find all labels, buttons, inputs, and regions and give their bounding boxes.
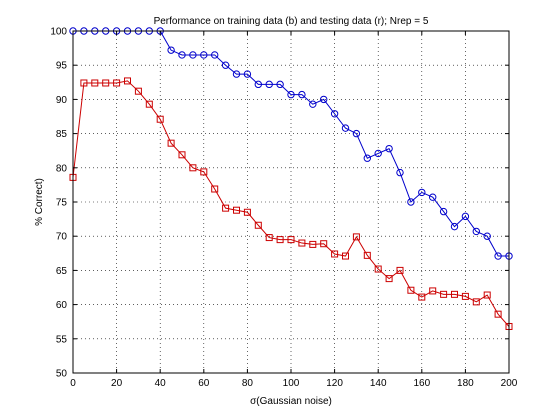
y-tick-label: 90 [56, 95, 68, 106]
x-tick-label: 140 [370, 378, 387, 389]
y-tick-label: 65 [56, 266, 68, 277]
y-tick-label: 75 [56, 198, 68, 209]
y-tick-label: 95 [56, 61, 68, 72]
y-axis-label: % Correct) [34, 178, 45, 226]
chart-title: Performance on training data (b) and tes… [154, 16, 429, 27]
x-tick-label: 40 [155, 378, 167, 389]
x-tick-label: 60 [198, 378, 210, 389]
x-tick-label: 100 [283, 378, 300, 389]
y-tick-label: 85 [56, 129, 68, 140]
y-tick-label: 60 [56, 300, 68, 311]
x-tick-label: 180 [457, 378, 474, 389]
y-tick-label: 55 [56, 334, 68, 345]
x-tick-label: 160 [413, 378, 430, 389]
y-tick-label: 50 [56, 369, 68, 380]
x-tick-label: 200 [501, 378, 518, 389]
y-tick-label: 70 [56, 232, 68, 243]
x-tick-label: 80 [242, 378, 254, 389]
y-tick-label: 100 [50, 27, 67, 38]
x-tick-label: 0 [70, 378, 76, 389]
y-tick-label: 80 [56, 163, 68, 174]
x-tick-label: 20 [111, 378, 123, 389]
plot-area [73, 31, 509, 373]
x-tick-label: 120 [326, 378, 343, 389]
x-axis-label: σ(Gaussian noise) [250, 396, 332, 407]
